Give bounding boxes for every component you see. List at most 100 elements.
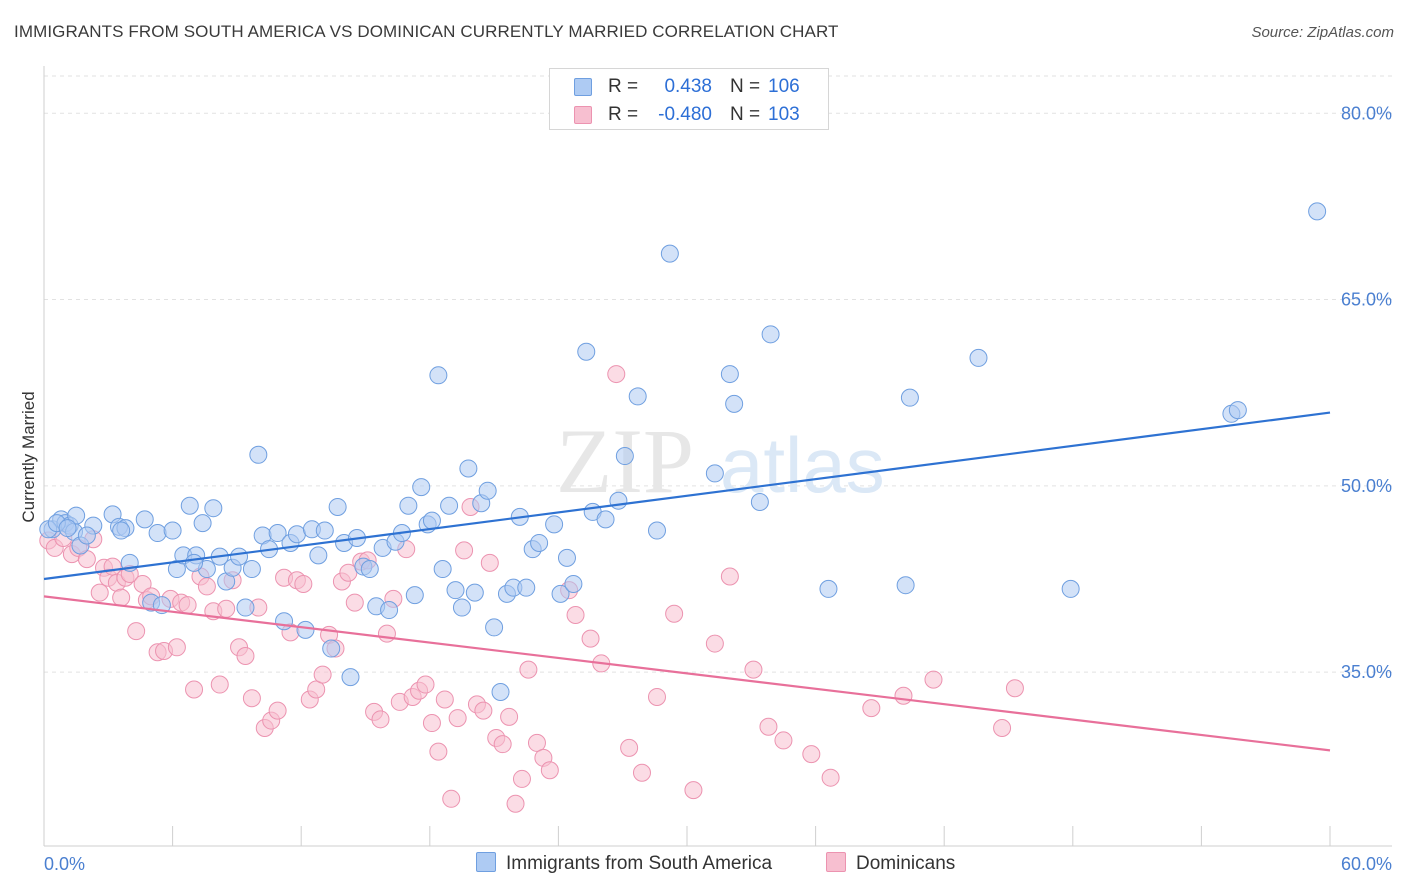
south-america-point bbox=[705, 464, 724, 483]
n-value: 106 bbox=[768, 76, 800, 97]
dominicans-point bbox=[422, 714, 441, 733]
dominicans-point bbox=[127, 622, 146, 641]
south-america-point bbox=[315, 521, 334, 540]
trendlines bbox=[43, 411, 1331, 752]
south-america-point bbox=[896, 576, 915, 595]
south-america-point bbox=[761, 325, 780, 344]
south-america-point bbox=[647, 521, 666, 540]
r-label: R = bbox=[608, 76, 639, 97]
dominicans-point bbox=[632, 763, 651, 782]
south-america-point bbox=[725, 394, 744, 413]
south-america-point bbox=[405, 586, 424, 605]
south-america-point bbox=[491, 683, 510, 701]
south-america-point bbox=[485, 618, 504, 637]
dominicans-point bbox=[684, 781, 703, 800]
south-america-point bbox=[1228, 401, 1247, 420]
axes bbox=[43, 66, 1392, 847]
gridlines bbox=[44, 75, 1392, 673]
south-america-point bbox=[819, 579, 838, 598]
south-america-point bbox=[422, 511, 441, 530]
dominicans-point bbox=[620, 738, 639, 757]
south-america-point bbox=[750, 492, 769, 511]
watermark: ZIP atlas bbox=[556, 410, 885, 512]
dominicans-point bbox=[862, 699, 881, 718]
chart-title: IMMIGRANTS FROM SOUTH AMERICA VS DOMINIC… bbox=[14, 22, 839, 41]
dominicans-point bbox=[435, 690, 454, 709]
dominicans-point bbox=[527, 733, 546, 752]
south-america-point bbox=[322, 639, 341, 658]
legend-item-south-america[interactable]: Immigrants from South America bbox=[476, 852, 772, 875]
south-america-point bbox=[249, 445, 268, 464]
dominicans-point bbox=[506, 794, 525, 813]
dominicans-point bbox=[242, 689, 261, 708]
dominicans-point bbox=[705, 634, 724, 653]
legend-label-dominicans: Dominicans bbox=[856, 853, 956, 874]
south-america-points bbox=[39, 202, 1327, 701]
south-america-point bbox=[429, 366, 448, 385]
south-america-point bbox=[341, 668, 360, 687]
dominicans-point bbox=[371, 710, 390, 729]
south-america-point bbox=[360, 560, 379, 579]
legend-item-dominicans[interactable]: Dominicans bbox=[826, 852, 955, 875]
dominicans-point bbox=[512, 769, 531, 788]
dominicans-point bbox=[442, 789, 461, 808]
south-america-point bbox=[204, 499, 223, 518]
dominicans-point bbox=[197, 577, 216, 596]
south-america-point bbox=[440, 496, 459, 515]
south-america-point bbox=[67, 506, 86, 525]
x-tick-label: 60.0% bbox=[1341, 854, 1392, 874]
dominicans-point bbox=[1005, 679, 1024, 698]
south-america-point bbox=[478, 481, 497, 500]
dominicans-point bbox=[210, 675, 229, 694]
dominicans-point bbox=[455, 541, 474, 560]
r-value: 0.438 bbox=[664, 76, 712, 97]
south-america-point bbox=[412, 478, 431, 497]
y-tick-label: 50.0% bbox=[1341, 476, 1392, 496]
south-america-point bbox=[720, 365, 739, 384]
dominicans-point bbox=[429, 742, 448, 761]
dominicans-point bbox=[345, 593, 364, 612]
dominicans-point bbox=[217, 599, 236, 618]
south-america-point bbox=[287, 525, 306, 544]
legend-row-dominicans: R = -0.480 N = 103 bbox=[550, 100, 828, 130]
south-america-point bbox=[236, 598, 255, 617]
south-america-point bbox=[551, 584, 570, 603]
dominicans-point bbox=[236, 646, 255, 665]
south-america-point bbox=[275, 612, 294, 631]
dominicans-point bbox=[924, 670, 943, 689]
south-america-point bbox=[545, 515, 564, 534]
south-america-point bbox=[465, 583, 484, 602]
south-america-point bbox=[309, 546, 328, 565]
dominicans-point bbox=[90, 583, 109, 602]
dominicans-point bbox=[307, 680, 326, 699]
south-america-point bbox=[242, 560, 261, 579]
r-label: R = bbox=[608, 104, 639, 125]
south-america-point bbox=[596, 510, 615, 529]
correlation-legend: R = 0.438 N = 106 R = -0.480 N = 103 bbox=[549, 68, 829, 130]
south-america-point bbox=[452, 598, 471, 617]
south-america-point bbox=[163, 521, 182, 540]
dominicans-point bbox=[540, 761, 559, 780]
south-america-point bbox=[399, 496, 418, 515]
source-label: Source: ZipAtlas.com bbox=[1251, 24, 1394, 41]
south-america-point bbox=[268, 524, 287, 543]
dominicans-point bbox=[493, 735, 512, 754]
south-america-point bbox=[193, 514, 212, 533]
south-america-point bbox=[446, 581, 465, 600]
south-america-point bbox=[328, 497, 347, 516]
dominicans-point bbox=[500, 707, 519, 726]
south-america-point bbox=[148, 524, 167, 543]
south-america-point bbox=[900, 388, 919, 407]
dominicans-point bbox=[993, 719, 1012, 738]
pink-swatch bbox=[574, 106, 592, 124]
south-america-point bbox=[609, 491, 628, 510]
south-america-point bbox=[530, 533, 549, 552]
dominicans-point bbox=[294, 574, 313, 593]
south-america-point bbox=[112, 521, 131, 540]
south-america-point bbox=[180, 496, 199, 515]
south-america-point bbox=[517, 578, 536, 597]
y-tick-label: 35.0% bbox=[1341, 662, 1392, 682]
south-america-point bbox=[459, 459, 478, 478]
blue-swatch bbox=[574, 78, 592, 96]
